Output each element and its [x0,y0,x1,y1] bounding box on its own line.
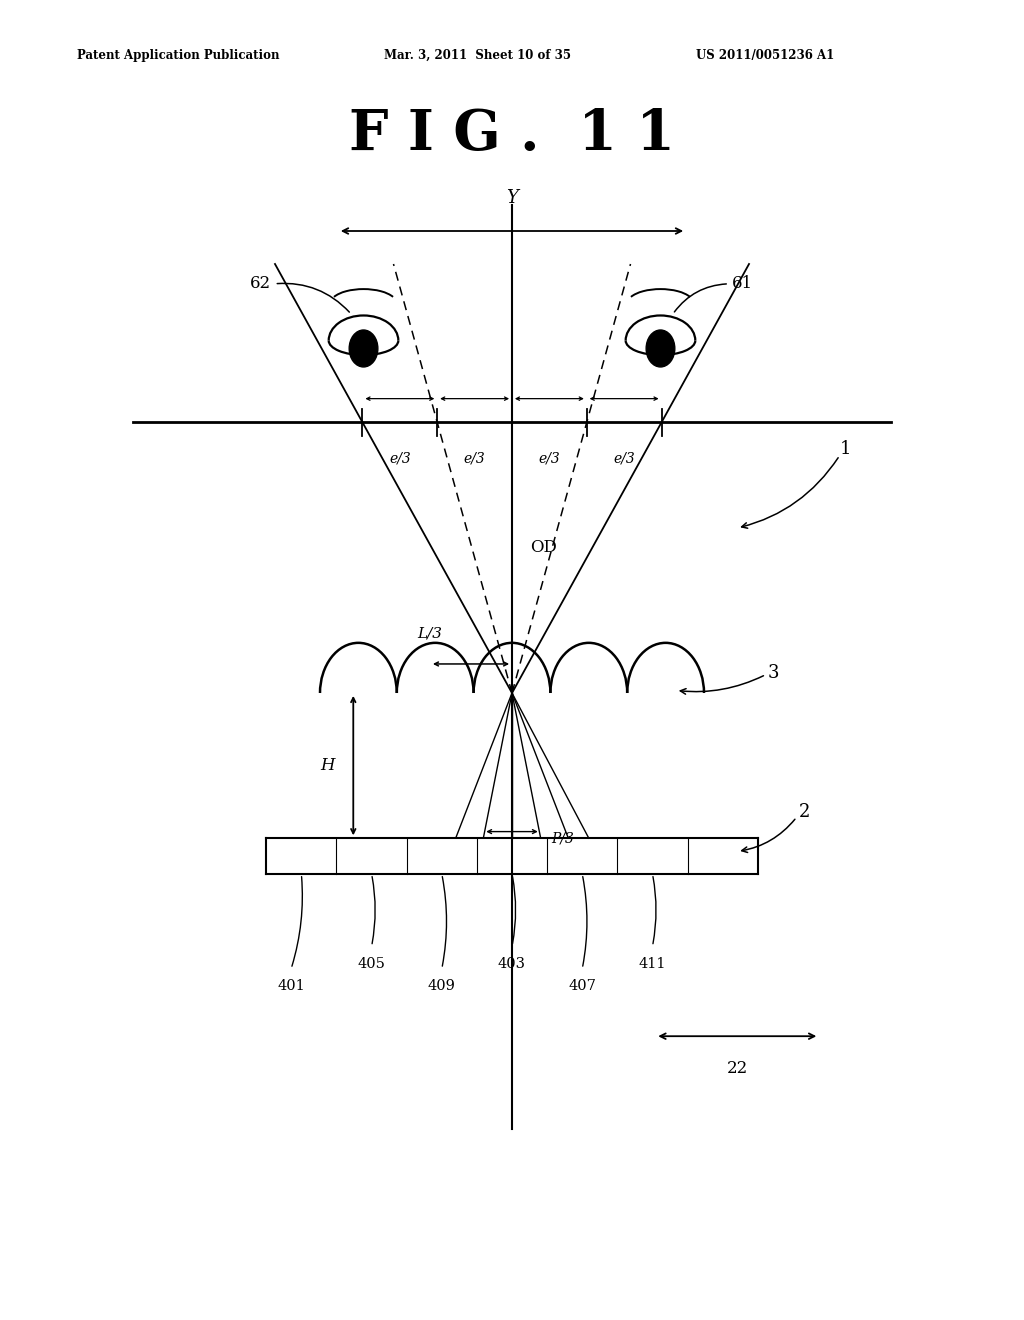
Text: 1: 1 [840,440,851,458]
Text: 401: 401 [278,979,305,994]
Circle shape [646,330,675,367]
Text: L/3: L/3 [418,626,442,640]
Text: P/3: P/3 [551,832,573,845]
Text: 407: 407 [568,979,596,994]
Text: 2: 2 [799,803,810,821]
Text: 405: 405 [357,957,385,972]
Text: e/3: e/3 [464,451,485,466]
Text: 411: 411 [639,957,667,972]
Text: 3: 3 [768,664,779,682]
Text: 62: 62 [250,276,271,292]
Text: US 2011/0051236 A1: US 2011/0051236 A1 [696,49,835,62]
Text: OD: OD [530,540,557,556]
Text: H: H [321,758,335,774]
Text: 22: 22 [727,1060,748,1077]
Text: 409: 409 [428,979,456,994]
Text: e/3: e/3 [389,451,411,466]
Text: e/3: e/3 [539,451,560,466]
Text: Patent Application Publication: Patent Application Publication [77,49,280,62]
Text: 61: 61 [732,276,754,292]
Text: 403: 403 [498,957,526,972]
Text: F I G .  1 1: F I G . 1 1 [349,107,675,162]
Circle shape [349,330,378,367]
Text: Y: Y [506,189,518,207]
Text: e/3: e/3 [613,451,635,466]
Text: Mar. 3, 2011  Sheet 10 of 35: Mar. 3, 2011 Sheet 10 of 35 [384,49,571,62]
